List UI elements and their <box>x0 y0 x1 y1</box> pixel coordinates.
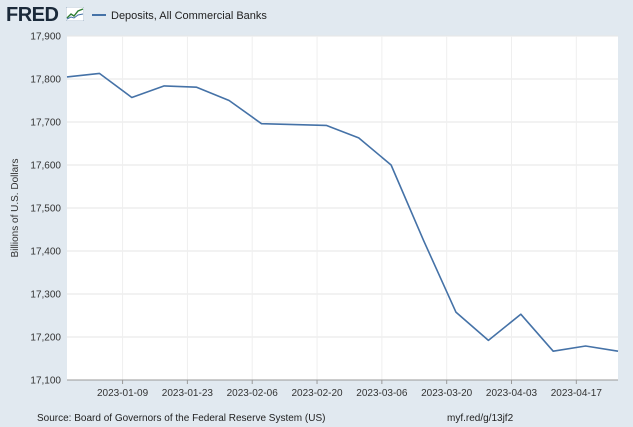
x-tick-label: 2023-04-03 <box>486 388 538 399</box>
y-axis-label: Billions of U.S. Dollars <box>10 159 21 258</box>
y-tick-label: 17,400 <box>30 247 61 258</box>
legend-label: Deposits, All Commercial Banks <box>111 10 267 22</box>
x-tick-label: 2023-03-06 <box>356 388 408 399</box>
data-point[interactable] <box>324 123 329 128</box>
source-note: Source: Board of Governors of the Federa… <box>37 413 326 424</box>
y-tick-label: 17,800 <box>30 75 61 86</box>
x-tick-label: 2023-04-17 <box>551 388 603 399</box>
legend-swatch <box>92 14 106 17</box>
data-point[interactable] <box>129 95 134 100</box>
gridlines <box>67 35 618 380</box>
y-tick-label: 17,100 <box>30 376 61 387</box>
fred-graph-icon <box>66 7 84 21</box>
data-point[interactable] <box>486 338 491 343</box>
y-tick-label: 17,200 <box>30 333 61 344</box>
data-point[interactable] <box>65 74 70 79</box>
short-link[interactable]: myf.red/g/13jf2 <box>447 413 514 424</box>
y-tick-label: 17,300 <box>30 290 61 301</box>
x-axis-ticks: 2023-01-09 2023-01-23 2023-02-06 2023-02-20… <box>67 379 618 399</box>
data-point[interactable] <box>583 344 588 349</box>
series-layer <box>65 71 621 354</box>
x-tick-label: 2023-02-20 <box>291 388 343 399</box>
data-point[interactable] <box>194 85 199 90</box>
x-tick-label: 2023-01-09 <box>97 388 149 399</box>
y-axis-ticks: 17,100 17,200 17,300 17,400 17,500 17,600 17,7… <box>30 32 61 387</box>
fred-logo[interactable]: FRED <box>6 4 59 26</box>
data-point[interactable] <box>421 238 426 243</box>
data-point[interactable] <box>389 163 394 168</box>
data-point[interactable] <box>162 83 167 88</box>
y-tick-label: 17,600 <box>30 161 61 172</box>
data-point[interactable] <box>453 310 458 315</box>
y-tick-label: 17,700 <box>30 118 61 129</box>
y-tick-label: 17,500 <box>30 204 61 215</box>
data-point[interactable] <box>97 71 102 76</box>
chart-header: FRED Deposits, All Commercial Banks <box>0 0 633 30</box>
series-line[interactable] <box>66 72 619 353</box>
data-point[interactable] <box>616 349 621 354</box>
data-point[interactable] <box>259 121 264 126</box>
x-tick-label: 2023-02-06 <box>227 388 279 399</box>
y-tick-label: 17,900 <box>30 32 61 43</box>
data-point[interactable] <box>518 312 523 317</box>
data-point[interactable] <box>551 349 556 354</box>
x-tick-label: 2023-01-23 <box>162 388 214 399</box>
legend-entry: Deposits, All Commercial Banks <box>92 9 267 23</box>
data-point[interactable] <box>356 135 361 140</box>
data-point[interactable] <box>291 122 296 127</box>
data-point[interactable] <box>227 98 232 103</box>
x-tick-label: 2023-03-20 <box>421 388 473 399</box>
